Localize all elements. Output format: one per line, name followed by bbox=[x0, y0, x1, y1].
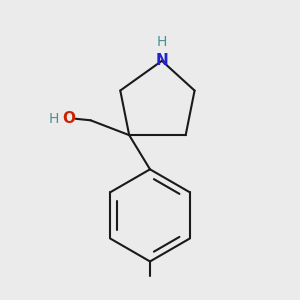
Text: O: O bbox=[62, 111, 75, 126]
Text: H: H bbox=[157, 34, 167, 49]
Text: H: H bbox=[48, 112, 59, 126]
Text: N: N bbox=[155, 53, 168, 68]
